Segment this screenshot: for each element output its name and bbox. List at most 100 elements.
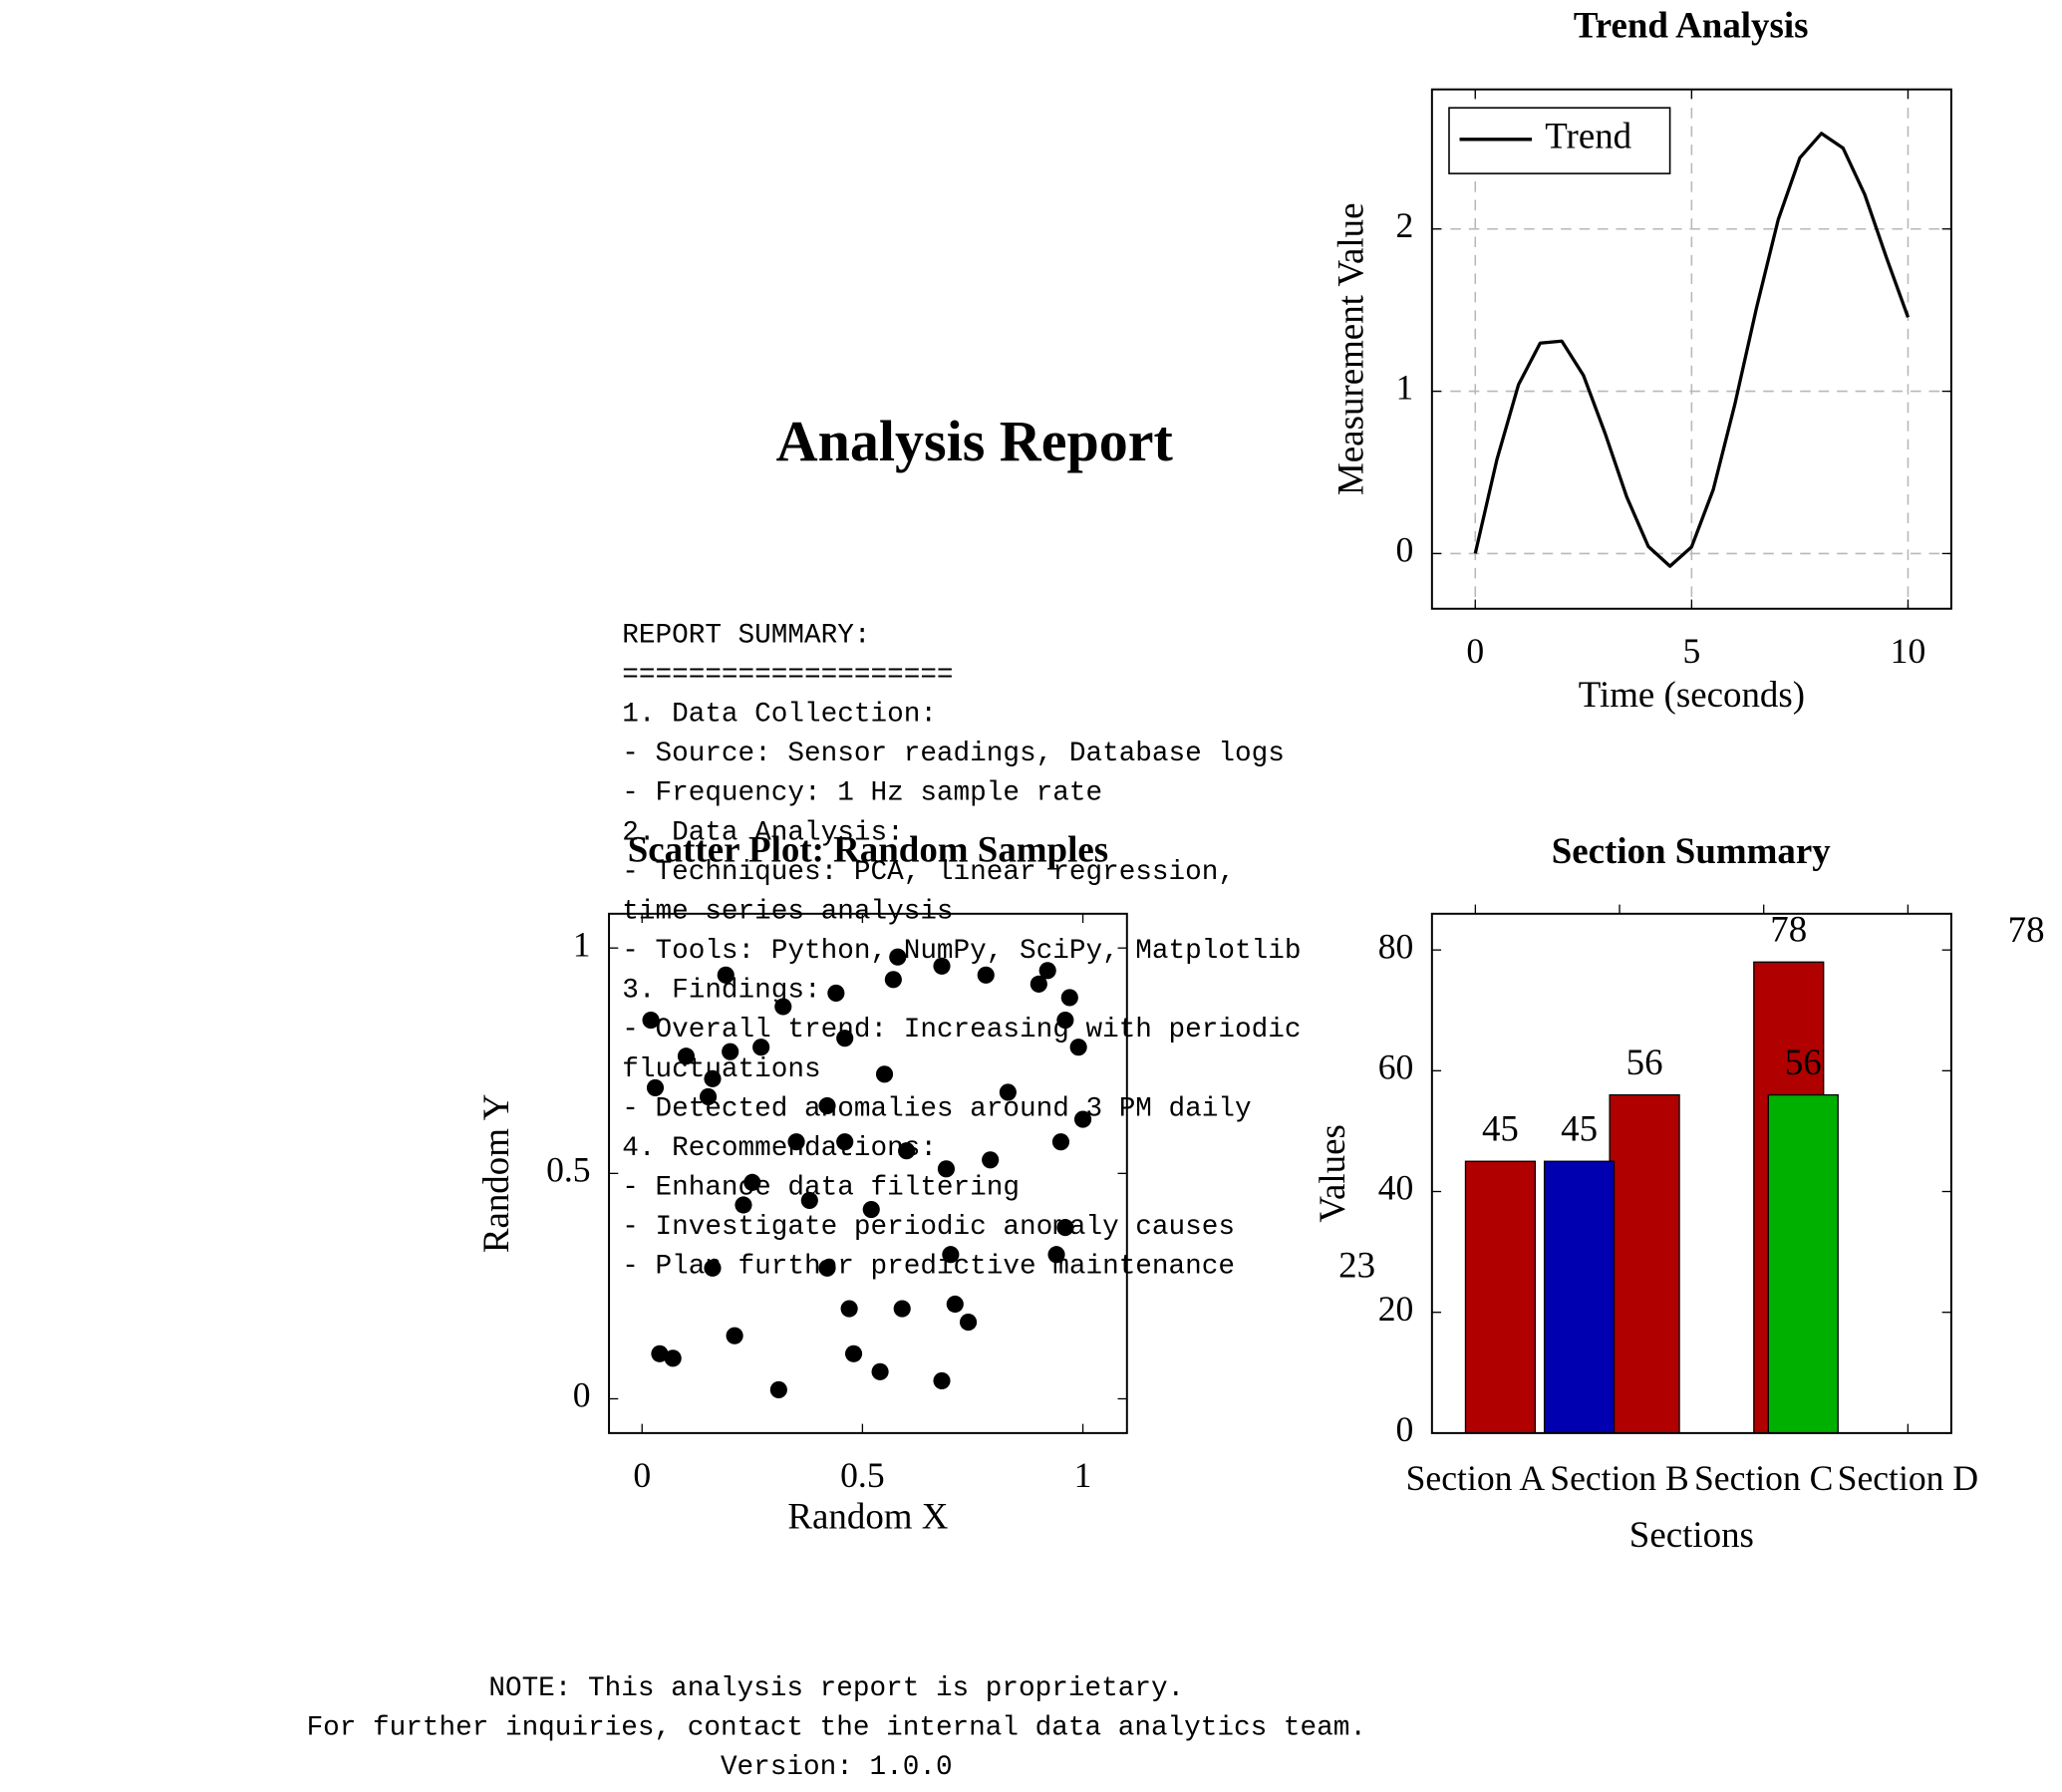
x-tick-label: Section A (1406, 1458, 1546, 1498)
summary-line: - Enhance data filtering (622, 1173, 1020, 1204)
scatter-point (769, 1380, 787, 1399)
annotation: 23 (1338, 1244, 1375, 1285)
y-tick-label: 20 (1378, 1289, 1414, 1329)
chart-title: Trend Analysis (1574, 4, 1809, 45)
x-tick-label: 0 (1466, 631, 1484, 671)
summary-line: - Frequency: 1 Hz sample rate (622, 778, 1102, 809)
summary-line: 4. Recommendations: (622, 1133, 937, 1164)
scatter-point (1056, 1011, 1074, 1030)
y-tick-label: 40 (1378, 1168, 1414, 1208)
bar (1609, 1093, 1680, 1434)
scatter-point (752, 1039, 770, 1056)
scatter-point (722, 1043, 739, 1060)
x-axis-label: Random X (787, 1495, 948, 1536)
scatter-point (1073, 1110, 1092, 1128)
scatter-point (999, 1083, 1017, 1101)
scatter-point (818, 1096, 836, 1115)
scatter-point (836, 1030, 854, 1047)
scatter-point (1047, 1246, 1065, 1264)
scatter-point (642, 1011, 660, 1030)
scatter-point (743, 1173, 761, 1191)
summary-line: 1. Data Collection: (622, 700, 937, 731)
summary-line: - Tools: Python, NumPy, SciPy, Matplotli… (622, 936, 1301, 967)
summary-line: - Source: Sensor readings, Database logs (622, 739, 1285, 769)
plot-frame (1430, 88, 1952, 610)
scatter-point (942, 1246, 960, 1264)
scatter-point (774, 998, 792, 1016)
scatter-point (1060, 989, 1078, 1007)
scatter-point (875, 1065, 894, 1083)
y-tick-label: 1 (1396, 368, 1414, 408)
scatter-point (1069, 1039, 1087, 1056)
scatter-point (889, 948, 907, 966)
x-tick-label: 0.5 (840, 1455, 885, 1495)
bar-value-label: 56 (1626, 1042, 1663, 1082)
plot-frame (608, 912, 1128, 1434)
report-title: Analysis Report (776, 409, 1174, 473)
note-line: NOTE: This analysis report is proprietar… (488, 1673, 1184, 1704)
x-tick-label: Section D (1838, 1458, 1978, 1498)
summary-line: 3. Findings: (622, 976, 820, 1007)
legend-label: Trend (1545, 115, 1631, 155)
scatter-point (982, 1151, 1000, 1169)
scatter-point (836, 1133, 854, 1151)
y-tick-label: 0.5 (546, 1150, 591, 1190)
y-axis-label: Random Y (475, 1094, 516, 1254)
y-tick-label: 60 (1378, 1047, 1414, 1087)
summary-line: fluctuations (622, 1054, 820, 1085)
x-tick-label: 5 (1682, 631, 1700, 671)
x-axis-label: Sections (1629, 1514, 1754, 1555)
bar-value-label: 56 (1785, 1042, 1822, 1082)
summary-line: - Investigate periodic anomaly causes (622, 1212, 1235, 1243)
scatter-point (800, 1191, 818, 1210)
scatter-point (893, 1300, 911, 1318)
x-axis-label: Time (seconds) (1579, 674, 1805, 716)
y-tick-label: 0 (1396, 530, 1414, 570)
x-tick-label: 0 (633, 1455, 651, 1495)
bar (1543, 1160, 1616, 1434)
chart-title: Scatter Plot: Random Samples (628, 829, 1108, 870)
scatter-point (717, 966, 735, 984)
summary-line: - Techniques: PCA, linear regression, (622, 857, 1235, 888)
scatter-point (1056, 1219, 1074, 1237)
y-axis-label: Values (1312, 1124, 1352, 1222)
scatter-point (704, 1069, 722, 1087)
plot-frame (1430, 912, 1952, 1434)
summary-line: - Plan further predictive maintenance (622, 1252, 1235, 1283)
y-tick-label: 2 (1396, 205, 1414, 245)
y-tick-label: 0 (573, 1375, 591, 1415)
scatter-point (651, 1344, 669, 1362)
y-tick-label: 80 (1378, 926, 1414, 966)
y-axis-label: Measurement Value (1329, 202, 1370, 495)
summary-line: ==================== (622, 660, 953, 691)
scatter-point (704, 1259, 722, 1277)
scatter-point (677, 1047, 696, 1065)
summary-line: - Detected anomalies around 3 PM daily (622, 1093, 1251, 1124)
annotation: 78 (2008, 909, 2045, 950)
scatter-point (946, 1295, 964, 1314)
scatter-point (937, 1160, 956, 1178)
bar (1464, 1160, 1537, 1434)
scatter-point (1030, 975, 1047, 993)
scatter-point (844, 1344, 863, 1362)
scatter-point (871, 1362, 889, 1380)
scatter-point (646, 1078, 665, 1096)
scatter-point (862, 1200, 880, 1219)
scatter-point (827, 984, 845, 1002)
bar (1767, 1093, 1839, 1434)
summary-line: REPORT SUMMARY: (622, 620, 870, 651)
summary-line: 2. Data Analysis: (622, 817, 903, 848)
scatter-point (933, 1371, 951, 1389)
bar-value-label: 45 (1561, 1108, 1598, 1149)
scatter-point (735, 1196, 752, 1214)
scatter-point (1051, 1133, 1070, 1151)
scatter-point (787, 1133, 805, 1151)
note-line: For further inquiries, contact the inter… (307, 1713, 1366, 1744)
scatter-point (840, 1300, 858, 1318)
y-tick-label: 0 (1396, 1409, 1414, 1449)
scatter-point (664, 1349, 682, 1367)
scatter-point (959, 1314, 978, 1332)
x-tick-label: 1 (1074, 1455, 1092, 1495)
trend-line (1473, 132, 1911, 568)
